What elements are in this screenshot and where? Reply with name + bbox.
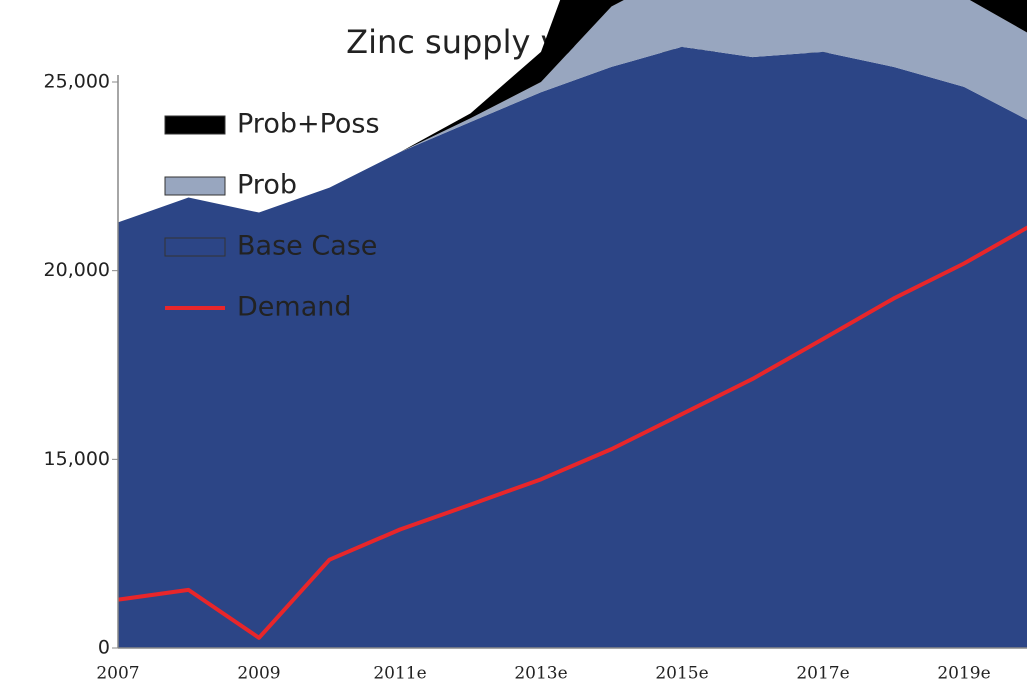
line: [118, 225, 1027, 640]
y-tick-label: 20,000: [44, 259, 110, 281]
legend-swatch: [164, 176, 226, 196]
legend-label: Prob: [237, 170, 297, 201]
legend-label: Prob+Poss: [237, 109, 380, 140]
legend-swatch: [165, 306, 225, 310]
x-tick-label: 2007: [96, 664, 139, 684]
area: [118, 0, 1027, 223]
legend-swatch: [164, 237, 226, 257]
legend-swatch: [164, 115, 226, 135]
legend-label: Demand: [237, 292, 352, 323]
x-tick-label: 2009: [237, 664, 280, 684]
x-tick-label: 2015e: [655, 664, 708, 684]
y-tick-label: 0: [98, 637, 110, 659]
area: [118, 46, 1027, 648]
x-tick-label: 2011e: [373, 664, 426, 684]
plot-area: [118, 0, 1027, 648]
y-tick-label: 25,000: [44, 71, 110, 93]
x-tick-label: 2017e: [796, 664, 849, 684]
legend-label: Base Case: [237, 231, 377, 262]
x-tick-label: 2019e: [937, 664, 990, 684]
x-tick-label: 2013e: [514, 664, 567, 684]
y-tick-label: 15,000: [44, 448, 110, 470]
area: [118, 0, 1027, 223]
